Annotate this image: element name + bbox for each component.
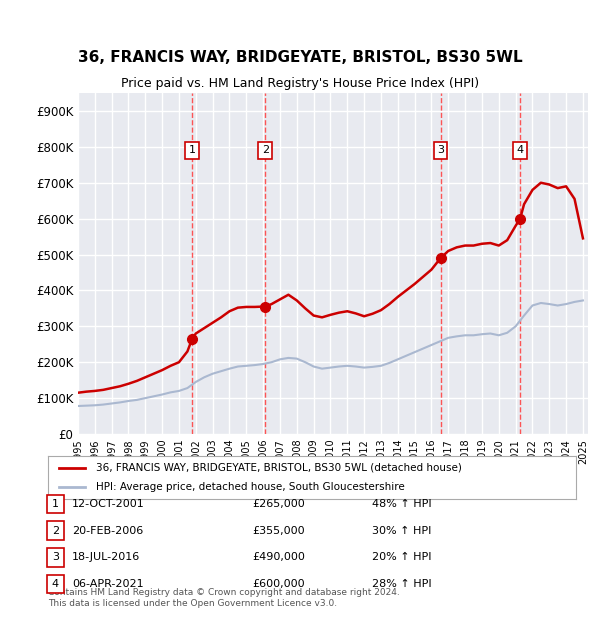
Text: 12-OCT-2001: 12-OCT-2001 [72,499,145,509]
Text: 3: 3 [52,552,59,562]
Text: 1: 1 [52,499,59,509]
Text: 2: 2 [52,526,59,536]
Text: 36, FRANCIS WAY, BRIDGEYATE, BRISTOL, BS30 5WL (detached house): 36, FRANCIS WAY, BRIDGEYATE, BRISTOL, BS… [95,463,461,473]
Text: 1: 1 [188,146,196,156]
Text: 20-FEB-2006: 20-FEB-2006 [72,526,143,536]
Text: £265,000: £265,000 [252,499,305,509]
Text: £355,000: £355,000 [252,526,305,536]
Text: 18-JUL-2016: 18-JUL-2016 [72,552,140,562]
Text: 30% ↑ HPI: 30% ↑ HPI [372,526,431,536]
Text: 36, FRANCIS WAY, BRIDGEYATE, BRISTOL, BS30 5WL: 36, FRANCIS WAY, BRIDGEYATE, BRISTOL, BS… [77,50,523,64]
Text: 20% ↑ HPI: 20% ↑ HPI [372,552,431,562]
Text: £600,000: £600,000 [252,579,305,589]
Text: 3: 3 [437,146,444,156]
Text: 28% ↑ HPI: 28% ↑ HPI [372,579,431,589]
Text: 48% ↑ HPI: 48% ↑ HPI [372,499,431,509]
Text: Price paid vs. HM Land Registry's House Price Index (HPI): Price paid vs. HM Land Registry's House … [121,78,479,91]
Text: HPI: Average price, detached house, South Gloucestershire: HPI: Average price, detached house, Sout… [95,482,404,492]
Text: 4: 4 [517,146,524,156]
Text: 2: 2 [262,146,269,156]
Text: £490,000: £490,000 [252,552,305,562]
Text: Contains HM Land Registry data © Crown copyright and database right 2024.
This d: Contains HM Land Registry data © Crown c… [48,588,400,608]
Text: 4: 4 [52,579,59,589]
Text: 06-APR-2021: 06-APR-2021 [72,579,143,589]
